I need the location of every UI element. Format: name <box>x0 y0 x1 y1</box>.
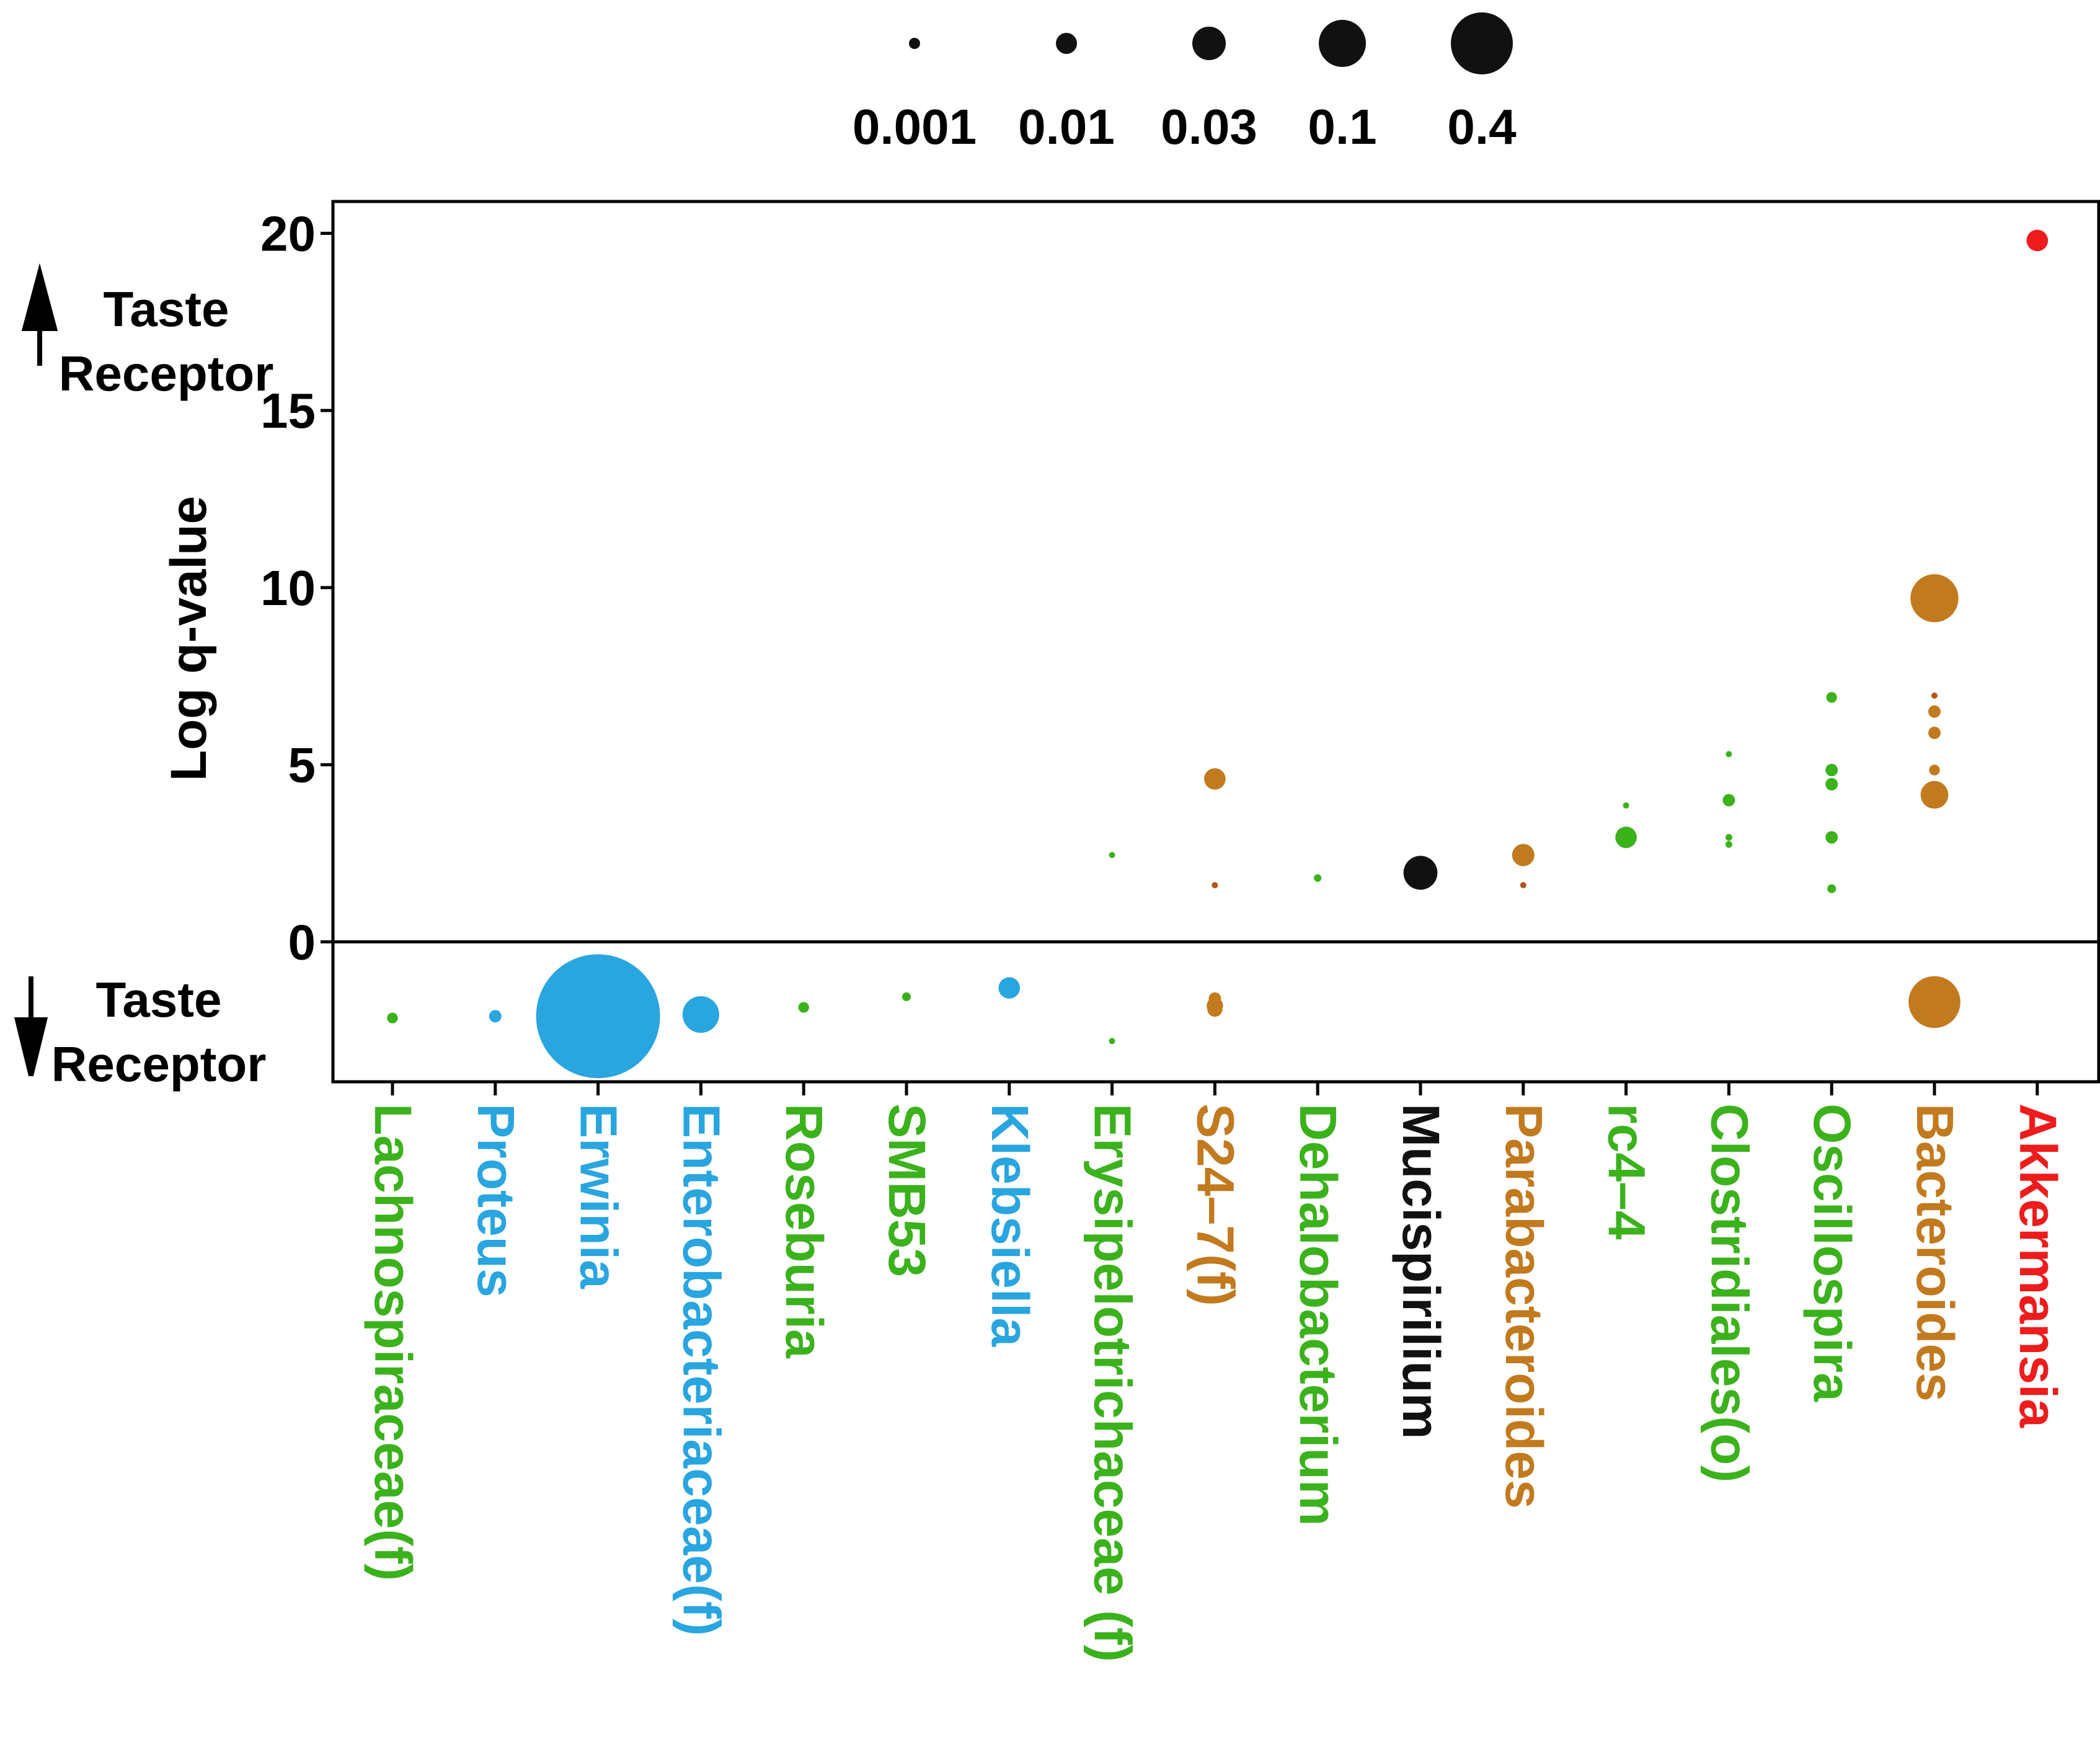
data-point-10 <box>1212 882 1218 888</box>
category-label-2: Erwinia <box>570 1103 628 1289</box>
data-point-13 <box>1207 1001 1223 1017</box>
axis-ticks: 0 5 10 15 20 <box>260 206 2099 1095</box>
plot-frame <box>331 200 2100 1084</box>
category-label-15: Bacteroides <box>1906 1103 1964 1402</box>
data-point-17 <box>1512 844 1535 867</box>
category-label-10: Mucispirilium <box>1392 1103 1450 1439</box>
legend-bubble-3 <box>1319 20 1366 67</box>
data-point-32 <box>1928 705 1941 718</box>
y-tick-label-5: 5 <box>288 738 316 793</box>
data-point-0 <box>387 1012 398 1024</box>
category-label-16: Akkermansia <box>2009 1103 2067 1428</box>
legend-label-3: 0.1 <box>1308 99 1376 154</box>
y-tick-label-20: 20 <box>260 206 316 261</box>
data-point-15 <box>1414 859 1427 872</box>
data-point-1 <box>489 1010 502 1023</box>
category-label-12: rc4–4 <box>1598 1103 1656 1240</box>
data-point-22 <box>1722 794 1735 807</box>
category-label-0: Lachnospiraceae(f) <box>364 1103 422 1581</box>
data-point-16 <box>1403 856 1438 890</box>
data-point-23 <box>1725 834 1732 841</box>
data-point-7 <box>1109 852 1115 859</box>
data-point-18 <box>1520 882 1526 888</box>
data-point-9 <box>1204 768 1226 790</box>
category-label-6: Klebsiella <box>981 1103 1039 1347</box>
category-label-5: SMB53 <box>878 1103 936 1277</box>
data-point-27 <box>1825 778 1838 790</box>
category-label-7: Erysipelotrichaceae (f) <box>1084 1103 1142 1662</box>
legend-bubble-0 <box>909 38 920 49</box>
data-point-26 <box>1825 764 1838 777</box>
legend-label-0: 0.001 <box>853 99 977 154</box>
legend-bubble-2 <box>1192 27 1226 60</box>
down-arrow-icon <box>14 976 48 1076</box>
data-point-4 <box>798 1002 809 1013</box>
category-label-9: Dehalobacterium <box>1289 1103 1347 1526</box>
legend-label-2: 0.03 <box>1161 99 1257 154</box>
up-arrow-icon <box>21 263 58 366</box>
data-point-36 <box>1908 976 1960 1028</box>
data-point-19 <box>1623 802 1629 809</box>
size-legend: 0.001 0.01 0.03 0.1 0.4 <box>853 12 1517 154</box>
data-point-3 <box>682 996 719 1033</box>
data-point-28 <box>1825 831 1838 844</box>
data-point-14 <box>1314 874 1322 882</box>
data-point-21 <box>1726 751 1732 758</box>
y-tick-label-0: 0 <box>288 914 316 970</box>
data-point-31 <box>1931 692 1938 699</box>
y-axis-title: Log q-value <box>161 496 217 781</box>
y-tick-label-10: 10 <box>260 560 316 616</box>
data-point-8 <box>1109 1038 1115 1045</box>
category-label-8: S24–7(f) <box>1186 1103 1244 1306</box>
data-point-24 <box>1725 841 1732 848</box>
category-label-4: Roseburia <box>775 1103 833 1359</box>
data-point-2 <box>536 954 660 1079</box>
category-label-3: Enterobacteriaceae(f) <box>672 1103 730 1636</box>
down-annotation-line1: Taste <box>95 972 221 1027</box>
legend-bubble-4 <box>1451 12 1513 74</box>
data-point-30 <box>1910 574 1959 622</box>
category-label-14: Oscillospira <box>1803 1103 1861 1402</box>
category-label-11: Parabacteroides <box>1495 1103 1553 1509</box>
data-point-34 <box>1929 764 1940 776</box>
data-points <box>387 229 2049 1079</box>
data-point-6 <box>998 977 1021 999</box>
data-point-5 <box>902 992 911 1001</box>
category-label-13: Clostridiales(o) <box>1700 1103 1758 1482</box>
data-point-11 <box>1208 992 1221 1005</box>
data-point-37 <box>2026 229 2049 252</box>
y-tick-label-15: 15 <box>260 383 316 438</box>
up-annotation-line2: Receptor <box>59 346 274 401</box>
data-point-33 <box>1928 727 1941 740</box>
data-point-29 <box>1827 884 1836 893</box>
legend-label-1: 0.01 <box>1018 99 1115 154</box>
data-point-20 <box>1615 826 1637 849</box>
legend-bubble-1 <box>1056 33 1077 54</box>
taste-receptor-up-annotation: Taste Receptor <box>21 263 274 401</box>
data-point-25 <box>1826 692 1837 703</box>
legend-label-4: 0.4 <box>1447 99 1517 154</box>
up-annotation-line1: Taste <box>103 281 229 337</box>
down-annotation-line2: Receptor <box>51 1037 267 1092</box>
category-labels: Lachnospiraceae(f) Proteus Erwinia Enteroba… <box>364 1103 2067 1662</box>
data-point-35 <box>1920 780 1949 809</box>
category-label-1: Proteus <box>467 1103 525 1298</box>
taste-receptor-down-annotation: Taste Receptor <box>14 972 267 1092</box>
